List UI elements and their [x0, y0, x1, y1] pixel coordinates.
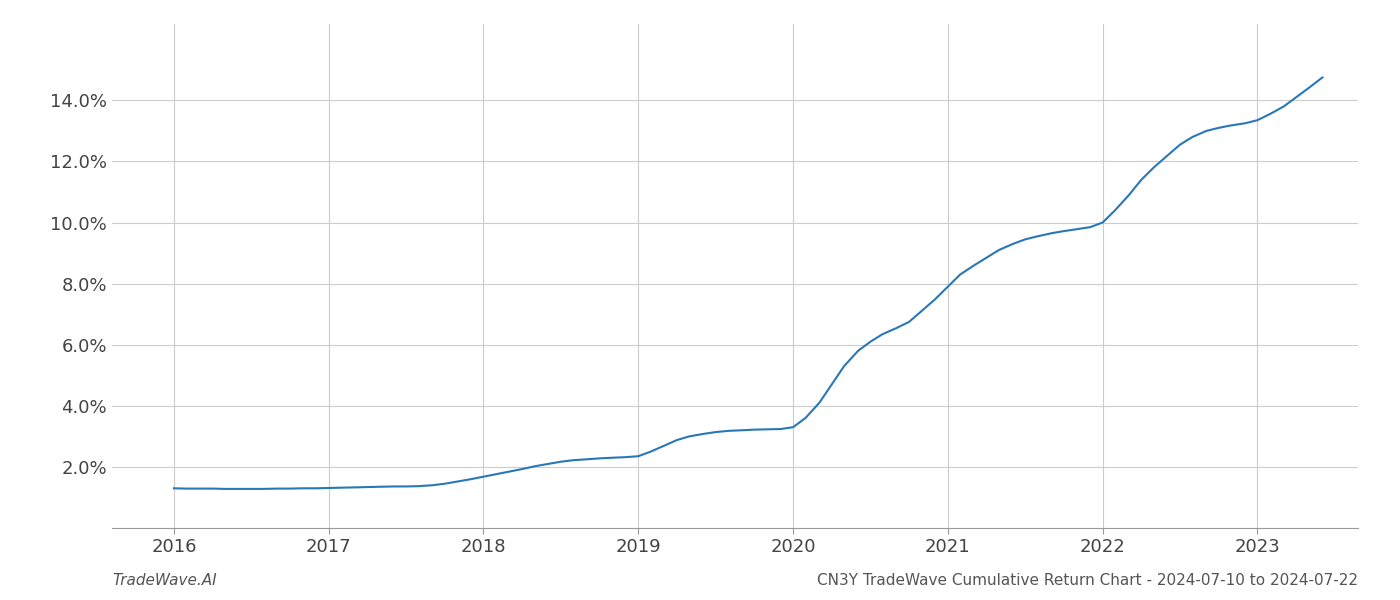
Text: TradeWave.AI: TradeWave.AI	[112, 573, 217, 588]
Text: CN3Y TradeWave Cumulative Return Chart - 2024-07-10 to 2024-07-22: CN3Y TradeWave Cumulative Return Chart -…	[818, 573, 1358, 588]
